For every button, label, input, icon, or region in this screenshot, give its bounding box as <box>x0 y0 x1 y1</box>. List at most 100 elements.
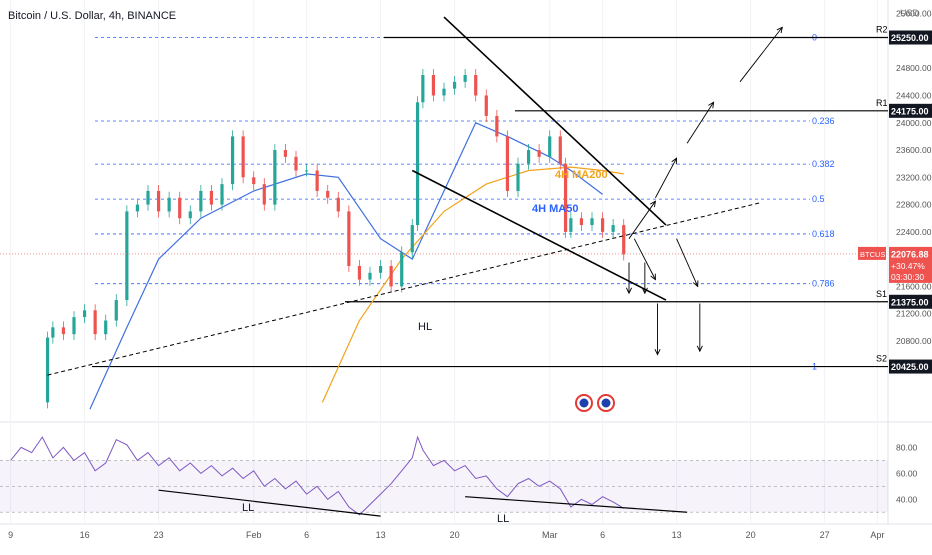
time-tick-label: 6 <box>600 530 605 540</box>
candle-body <box>622 225 626 255</box>
price-tick-label: 23600.00 <box>896 145 932 155</box>
candle-body <box>389 265 393 287</box>
candle-body <box>283 150 288 157</box>
projection-arrow <box>655 158 677 198</box>
last-price-value: 22076.88 <box>891 249 929 259</box>
fib-level-label: 0.382 <box>812 159 835 169</box>
candle-body <box>495 115 499 137</box>
key-level-name: R2 <box>876 25 888 35</box>
candle-body <box>241 136 245 178</box>
candle-body <box>45 337 50 403</box>
moving-average-line <box>89 122 603 410</box>
candle-body <box>431 75 436 96</box>
currency-label: USD <box>900 8 920 18</box>
candle-body <box>563 163 568 232</box>
price-tick-label: 25600.00 <box>896 9 932 19</box>
price-tick-label: 24800.00 <box>896 63 932 73</box>
last-price-countdown: 03:30:30 <box>891 272 924 282</box>
rsi-lower-low-label-1: LL <box>242 502 254 514</box>
candle-body <box>526 150 531 164</box>
rsi-tick-label: 40.00 <box>896 494 918 504</box>
time-tick-label: 23 <box>154 530 164 540</box>
candle-body <box>600 218 605 232</box>
candle-body <box>537 150 541 157</box>
candle-body <box>146 190 150 205</box>
candle-body <box>156 190 161 212</box>
candle-body <box>230 136 235 185</box>
candle-body <box>104 320 108 335</box>
candle-body <box>569 218 573 232</box>
candle-body <box>484 95 488 116</box>
last-price-symbol-tag <box>858 246 886 260</box>
key-level-price: 25250.00 <box>891 33 929 43</box>
higher-low-label: HL <box>418 321 432 333</box>
projection-arrowhead <box>671 157 678 165</box>
wedge-lower-line <box>411 169 667 301</box>
moving-average-line <box>321 166 624 403</box>
us-event-icon[interactable] <box>575 394 615 412</box>
key-level-price: 20425.00 <box>891 362 929 372</box>
key-level-price: 24175.00 <box>891 106 929 116</box>
rsi-line <box>10 435 624 516</box>
candle-body <box>125 211 129 301</box>
time-tick-label: 20 <box>450 530 460 540</box>
price-series <box>0 69 888 410</box>
price-tick-label: 24400.00 <box>896 90 932 100</box>
candle-body <box>178 197 182 219</box>
candle-body <box>82 310 87 318</box>
ma200-label: 4H MA200 <box>555 169 608 181</box>
candle-body <box>368 272 372 280</box>
projection-arrowhead <box>650 273 656 281</box>
candle-body <box>357 265 362 280</box>
grid <box>0 0 932 525</box>
candle-body <box>474 75 478 96</box>
time-tick-label: 6 <box>304 530 309 540</box>
key-level-tag <box>889 103 932 118</box>
time-tick-label: 13 <box>672 530 682 540</box>
key-level-tag <box>889 294 932 309</box>
time-tick-label: Feb <box>246 530 262 540</box>
time-tick-label: Apr <box>870 530 884 540</box>
time-tick-label: 27 <box>820 530 830 540</box>
time-tick-label: 9 <box>8 530 13 540</box>
projection-arrow <box>628 200 656 239</box>
candle-body <box>505 136 510 191</box>
candle-body <box>516 163 520 191</box>
candle-body <box>452 81 457 89</box>
price-tick-label: 22400.00 <box>896 227 932 237</box>
rising-support-dashed-line <box>47 202 762 376</box>
candle-body <box>273 150 277 205</box>
last-price-tag <box>889 246 932 283</box>
candle-body <box>590 218 594 226</box>
candle-body <box>51 327 55 338</box>
projection-arrowhead <box>654 349 661 356</box>
rsi-pane <box>0 435 888 517</box>
candle-body <box>294 156 298 171</box>
candle-body <box>611 225 615 232</box>
candle-body <box>400 252 404 287</box>
price-tick-label: 20800.00 <box>896 336 932 346</box>
candle-body <box>548 136 552 157</box>
candle-body <box>304 170 309 172</box>
candle-body <box>579 218 584 226</box>
candle-body <box>378 265 383 273</box>
price-tick-label: 24000.00 <box>896 118 932 128</box>
projection-arrowhead <box>692 280 699 288</box>
key-level-name: S1 <box>876 289 887 299</box>
projection-arrow <box>676 238 699 287</box>
wedge-upper-line <box>443 16 667 226</box>
projection-arrowhead <box>776 26 783 34</box>
rsi-tick-label: 60.00 <box>896 468 918 478</box>
drawings <box>47 16 783 376</box>
candle-body <box>220 184 224 205</box>
candle-body <box>167 197 171 212</box>
candle-body <box>463 75 467 82</box>
price-tick-label: 23200.00 <box>896 172 932 182</box>
key-level-tag <box>889 359 932 374</box>
rsi-divergence-line <box>158 489 381 517</box>
price-tick-label: 21600.00 <box>896 281 932 291</box>
candle-body <box>93 310 97 335</box>
